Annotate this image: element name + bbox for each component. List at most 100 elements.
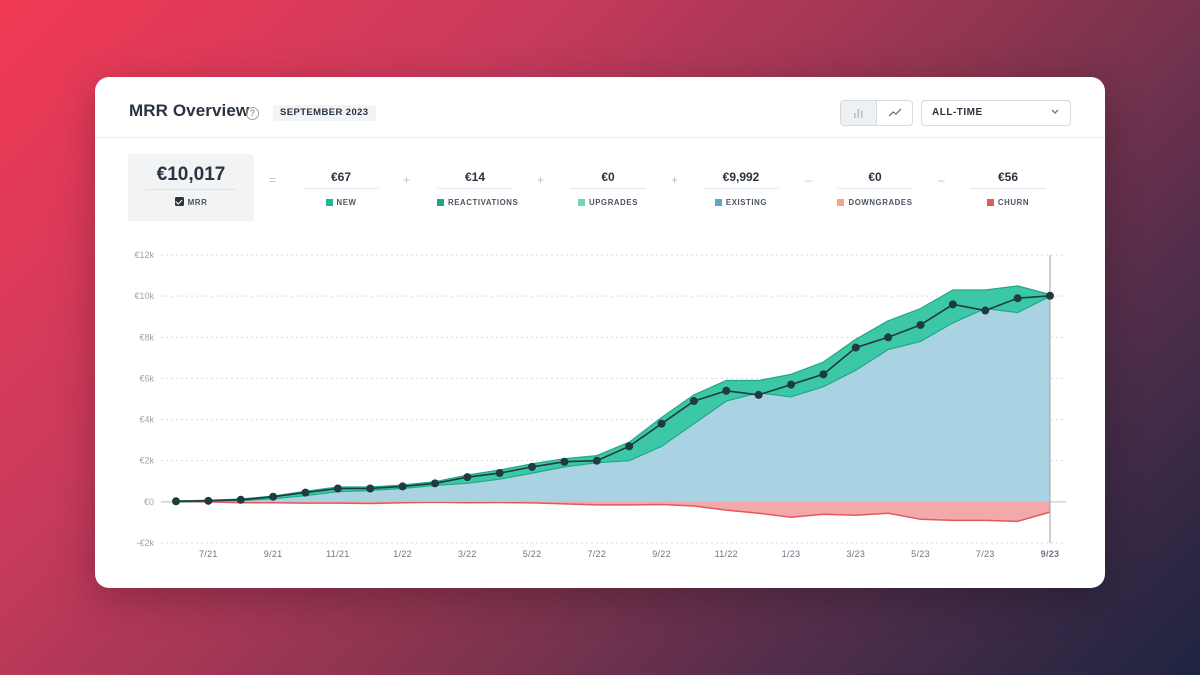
plus-operator: + — [403, 173, 411, 187]
mrr-total-box[interactable]: €10,017 MRR — [128, 154, 254, 221]
legend-swatch-icon — [714, 198, 722, 206]
x-tick-label: 7/23 — [976, 549, 995, 559]
mrr-data-point — [560, 457, 569, 466]
mrr-toggle[interactable]: MRR — [128, 197, 254, 207]
checkbox-checked-icon[interactable] — [174, 197, 184, 206]
mrr-data-point — [172, 497, 180, 506]
metric-value: €0 — [868, 170, 882, 184]
y-tick-label: €4k — [139, 415, 154, 425]
plus-operator: + — [671, 173, 679, 187]
mrr-data-point — [366, 484, 375, 493]
mrr-data-point — [625, 442, 634, 451]
x-tick-label: 11/22 — [715, 549, 738, 559]
x-tick-label: 5/23 — [911, 549, 930, 559]
period-badge[interactable]: SEPTEMBER 2023 — [273, 105, 376, 121]
chevron-down-icon — [1050, 105, 1060, 122]
minus-operator: – — [938, 173, 945, 187]
divider — [837, 188, 913, 189]
metric-label: EXISTING — [725, 198, 768, 207]
x-tick-label: 5/22 — [523, 549, 542, 559]
metric-new[interactable]: €67 NEW — [303, 170, 379, 207]
metric-churn[interactable]: €56 CHURN — [970, 170, 1046, 207]
x-tick-label: 1/22 — [393, 549, 412, 559]
divider — [146, 189, 236, 190]
legend-swatch-icon — [837, 198, 845, 206]
mrr-data-point — [722, 386, 731, 395]
x-tick-label: 1/23 — [782, 549, 801, 559]
bar-chart-view-button[interactable] — [841, 101, 877, 125]
metric-label: UPGRADES — [589, 198, 638, 207]
divider — [303, 188, 379, 189]
x-tick-label: 9/22 — [652, 549, 671, 559]
mrr-data-point — [269, 492, 278, 501]
legend-swatch-icon — [578, 198, 585, 206]
line-chart-icon — [888, 108, 901, 117]
mrr-data-point — [657, 419, 666, 428]
churn-area — [176, 501, 1050, 522]
x-tick-label: 9/23 — [1041, 549, 1060, 559]
mrr-overview-card: MRR Overview ? SEPTEMBER 2023 ALL-TIME — [95, 77, 1105, 588]
metric-upgrades[interactable]: €0 UPGRADES — [570, 170, 646, 207]
mrr-data-point — [948, 300, 957, 309]
plus-operator: + — [537, 173, 545, 187]
legend-swatch-icon — [325, 198, 333, 206]
mrr-data-point — [333, 484, 342, 493]
mrr-data-point — [301, 488, 310, 497]
metric-value: €56 — [997, 170, 1019, 184]
mrr-data-point — [592, 456, 601, 465]
card-header: MRR Overview ? SEPTEMBER 2023 ALL-TIME — [95, 77, 1105, 138]
mrr-data-point — [398, 482, 407, 491]
time-range-value: ALL-TIME — [932, 107, 983, 118]
y-tick-label: €12k — [134, 250, 154, 260]
mrr-data-point — [528, 462, 537, 471]
divider — [970, 188, 1046, 189]
bar-chart-icon — [853, 109, 863, 118]
mrr-line — [175, 295, 1051, 502]
metric-label: DOWNGRADES — [848, 198, 913, 207]
y-tick-label: €6k — [139, 373, 154, 383]
y-tick-label: €10k — [134, 291, 154, 301]
mrr-data-point — [754, 390, 763, 399]
new-boundary-line — [175, 285, 1051, 502]
mrr-data-point — [204, 496, 213, 505]
mrr-data-point — [916, 320, 925, 329]
help-icon[interactable]: ? — [246, 107, 259, 120]
x-tick-label: 7/22 — [587, 549, 606, 559]
divider — [570, 188, 646, 189]
metric-value: €14 — [464, 170, 486, 184]
metric-reactivations[interactable]: €14 REACTIVATIONS — [437, 170, 518, 207]
mrr-data-point — [495, 469, 504, 478]
x-tick-label: 9/21 — [264, 549, 283, 559]
metric-existing[interactable]: €9,992 EXISTING — [703, 170, 779, 207]
mrr-label: MRR — [187, 198, 208, 207]
y-tick-label: €8k — [139, 332, 154, 342]
mrr-data-point — [851, 343, 860, 352]
metric-label: CHURN — [997, 198, 1030, 207]
legend-swatch-icon — [986, 198, 994, 206]
mrr-total-value: €10,017 — [156, 164, 226, 185]
equals-operator: = — [269, 173, 277, 187]
mrr-data-point — [787, 380, 796, 389]
y-tick-label: €0 — [144, 497, 154, 507]
time-range-dropdown[interactable]: ALL-TIME — [921, 100, 1071, 126]
chart-view-toggle — [840, 100, 913, 126]
page-title: MRR Overview — [129, 101, 250, 120]
line-chart-view-button[interactable] — [877, 101, 912, 125]
y-tick-label: €2k — [139, 456, 154, 466]
churn-line — [176, 501, 1051, 523]
x-tick-label: 3/23 — [846, 549, 865, 559]
mrr-data-point — [236, 495, 245, 504]
x-tick-label: 3/22 — [458, 549, 477, 559]
mrr-data-point — [689, 397, 698, 406]
mrr-data-point — [1046, 291, 1054, 300]
metric-label: REACTIVATIONS — [448, 198, 519, 207]
metric-value: €9,992 — [722, 170, 760, 184]
legend-swatch-icon — [437, 198, 444, 206]
divider — [703, 188, 779, 189]
mrr-data-point — [884, 333, 893, 342]
metric-downgrades[interactable]: €0 DOWNGRADES — [837, 170, 913, 207]
mrr-line-chart[interactable]: €12k €10k €8k €6k €4k €2k €0 -€2k 7/21 9/21 11/21 1… — [95, 77, 1105, 588]
metric-value: €67 — [330, 170, 352, 184]
existing-boundary-line — [175, 295, 1051, 503]
metric-value: €0 — [601, 170, 615, 184]
